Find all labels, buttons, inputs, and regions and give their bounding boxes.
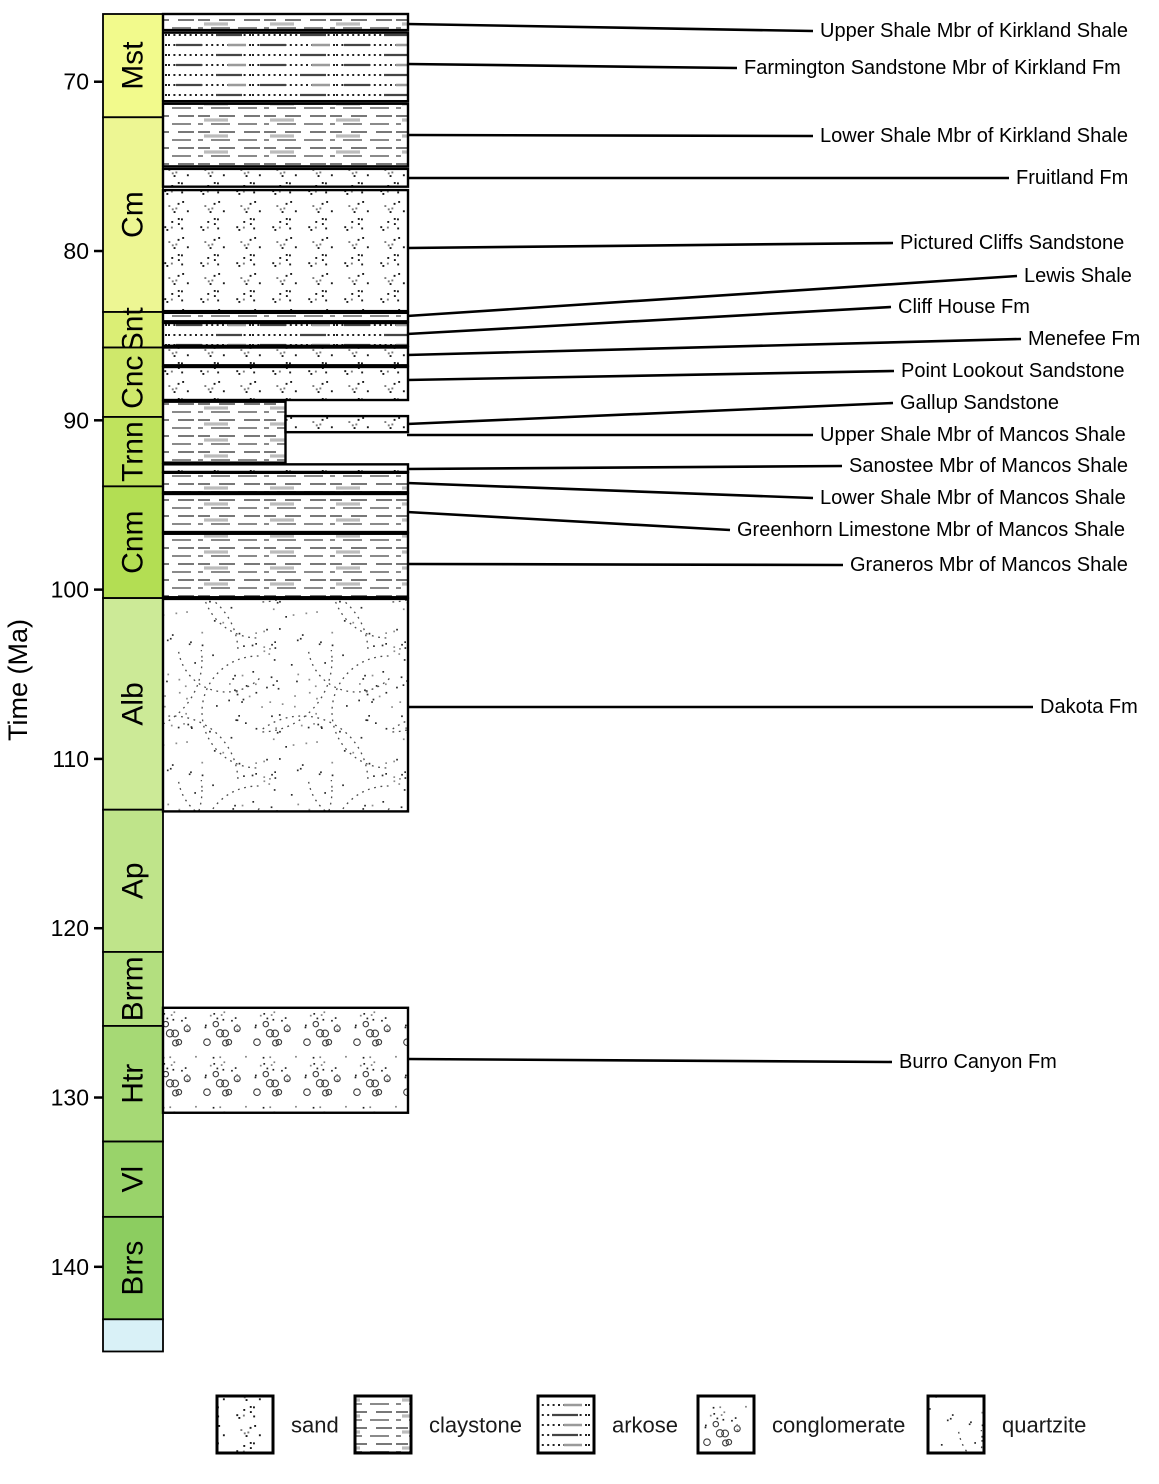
formation-label-upper-shale-mbr-of-mancos-shale: Upper Shale Mbr of Mancos Shale (820, 424, 1126, 446)
axis-tick-label: 90 (63, 407, 89, 433)
leader-line-upper-shale-mbr-of-kirkland-shale (406, 22, 814, 33)
unit-menefee-fm (161, 346, 410, 367)
formation-label-farmington-sandstone-mbr-of-kirkland-fm: Farmington Sandstone Mbr of Kirkland Fm (744, 57, 1121, 79)
legend-swatch-sand (215, 1394, 275, 1455)
unit-gallup-sandstone (284, 414, 410, 434)
unit-pictured-cliffs-sandstone (161, 188, 410, 313)
leader-line-pictured-cliffs-sandstone (406, 241, 894, 250)
stage-label-ap: Ap (117, 862, 150, 899)
leader-line-burro-canyon-fm (406, 1057, 893, 1064)
formation-label-lower-shale-mbr-of-mancos-shale: Lower Shale Mbr of Mancos Shale (820, 487, 1126, 509)
unit-fruitland-fm (161, 167, 410, 188)
formation-label-point-lookout-sandstone: Point Lookout Sandstone (901, 360, 1125, 382)
legend-swatch-claystone (353, 1394, 413, 1455)
legend-swatch-arkose (536, 1394, 596, 1455)
stage-block-vl (102, 1140, 164, 1218)
legend-label-sand: sand (291, 1413, 339, 1438)
unit-point-lookout-sandstone (161, 365, 410, 402)
formation-label-menefee-fm: Menefee Fm (1028, 328, 1140, 350)
formation-label-upper-shale-mbr-of-kirkland-shale: Upper Shale Mbr of Kirkland Shale (820, 20, 1128, 42)
leader-line-menefee-fm (406, 337, 1022, 357)
formation-label-lewis-shale: Lewis Shale (1024, 265, 1132, 287)
axis-tick-label: 70 (63, 69, 89, 95)
axis-tick-label: 130 (51, 1085, 89, 1111)
leader-line-lower-shale-mbr-of-mancos-shale (406, 481, 814, 500)
lithology-column (161, 12, 410, 1114)
axis-tick-label: 120 (51, 915, 89, 941)
unit-burro-canyon-fm (161, 1006, 410, 1114)
leader-line-farmington-sandstone-mbr-of-kirkland-fm (406, 62, 738, 70)
stage-label-cnc: Cnc (117, 356, 150, 409)
unit-greenhorn-limestone-mbr-of-mancos-shale (161, 492, 410, 534)
stage-block-pre-cretaceous (102, 1318, 164, 1353)
formation-label-gallup-sandstone: Gallup Sandstone (900, 392, 1059, 414)
unit-sanostee-mbr-of-mancos-shale (161, 463, 410, 474)
stage-block-ap (102, 808, 164, 953)
formation-label-graneros-mbr-of-mancos-shale: Graneros Mbr of Mancos Shale (850, 554, 1128, 576)
formation-label-cliff-house-fm: Cliff House Fm (898, 296, 1030, 318)
axis-title: Time (Ma) (3, 619, 33, 741)
unit-lower-shale-mbr-of-kirkland-shale (161, 102, 410, 168)
formation-label-lower-shale-mbr-of-kirkland-shale: Lower Shale Mbr of Kirkland Shale (820, 125, 1128, 147)
stage-label-alb: Alb (117, 682, 150, 725)
stage-label-snt: Snt (117, 307, 150, 353)
formation-label-dakota-fm: Dakota Fm (1040, 696, 1138, 718)
leader-line-lower-shale-mbr-of-kirkland-shale (406, 133, 814, 138)
leader-line-sanostee-mbr-of-mancos-shale (406, 464, 843, 471)
stage-label-trnn: Trnn (117, 421, 150, 482)
stage-block-alb (102, 597, 164, 811)
leader-line-point-lookout-sandstone (406, 369, 895, 382)
legend-label-arkose: arkose (612, 1413, 678, 1438)
formation-label-fruitland-fm: Fruitland Fm (1016, 167, 1128, 189)
unit-graneros-mbr-of-mancos-shale (161, 532, 410, 599)
formation-label-sanostee-mbr-of-mancos-shale: Sanostee Mbr of Mancos Shale (849, 455, 1128, 477)
formation-label-burro-canyon-fm: Burro Canyon Fm (899, 1051, 1057, 1073)
stage-label-brrm: Brrm (117, 956, 150, 1021)
time-axis: Time (Ma) 70 80 90 100 110 120 130 140 (3, 69, 103, 1280)
unit-lower-shale-mbr-of-mancos-shale (161, 471, 410, 494)
axis-tick-label: 80 (63, 238, 89, 264)
stage-label-vl: Vl (117, 1166, 150, 1193)
stage-label-cm: Cm (117, 191, 150, 238)
legend: sand claystone arkose conglomerate quartzite (215, 1394, 1086, 1455)
leader-line-cliff-house-fm (406, 305, 892, 336)
unit-upper-shale-mbr-of-kirkland-shale (161, 12, 410, 32)
unit-dakota-fm (161, 597, 410, 813)
stage-label-brrs: Brrs (117, 1241, 150, 1296)
legend-swatch-quartzite (926, 1394, 986, 1455)
unit-farmington-sandstone-mbr-of-kirkland-fm (161, 31, 410, 103)
axis-tick-label: 110 (52, 746, 89, 772)
leader-line-lewis-shale (406, 274, 1018, 318)
leader-line-gallup-sandstone (406, 401, 894, 426)
legend-swatch-conglomerate (696, 1394, 756, 1455)
stage-label-htr: Htr (117, 1064, 150, 1104)
axis-tick-label: 140 (51, 1254, 89, 1280)
axis-tick-label: 100 (51, 577, 89, 603)
formation-annotations: Upper Shale Mbr of Kirkland Shale Farming… (406, 20, 1140, 1073)
unit-upper-shale-mbr-of-mancos-shale (161, 400, 287, 464)
leader-line-graneros-mbr-of-mancos-shale (406, 562, 844, 567)
stage-label-cnm: Cnm (117, 511, 150, 574)
stage-block-cnm (102, 485, 164, 599)
formation-label-pictured-cliffs-sandstone: Pictured Cliffs Sandstone (900, 232, 1124, 254)
formation-label-greenhorn-limestone-mbr-of-mancos-shale: Greenhorn Limestone Mbr of Mancos Shale (737, 519, 1125, 541)
stage-block-mst (102, 13, 164, 119)
legend-label-claystone: claystone (429, 1413, 522, 1438)
unit-cliff-house-fm (161, 321, 410, 348)
unit-lewis-shale (161, 311, 410, 323)
leader-line-greenhorn-limestone-mbr-of-mancos-shale (406, 510, 731, 532)
stage-label-mst: Mst (117, 41, 150, 90)
legend-label-quartzite: quartzite (1002, 1413, 1086, 1438)
legend-label-conglomerate: conglomerate (772, 1413, 905, 1438)
